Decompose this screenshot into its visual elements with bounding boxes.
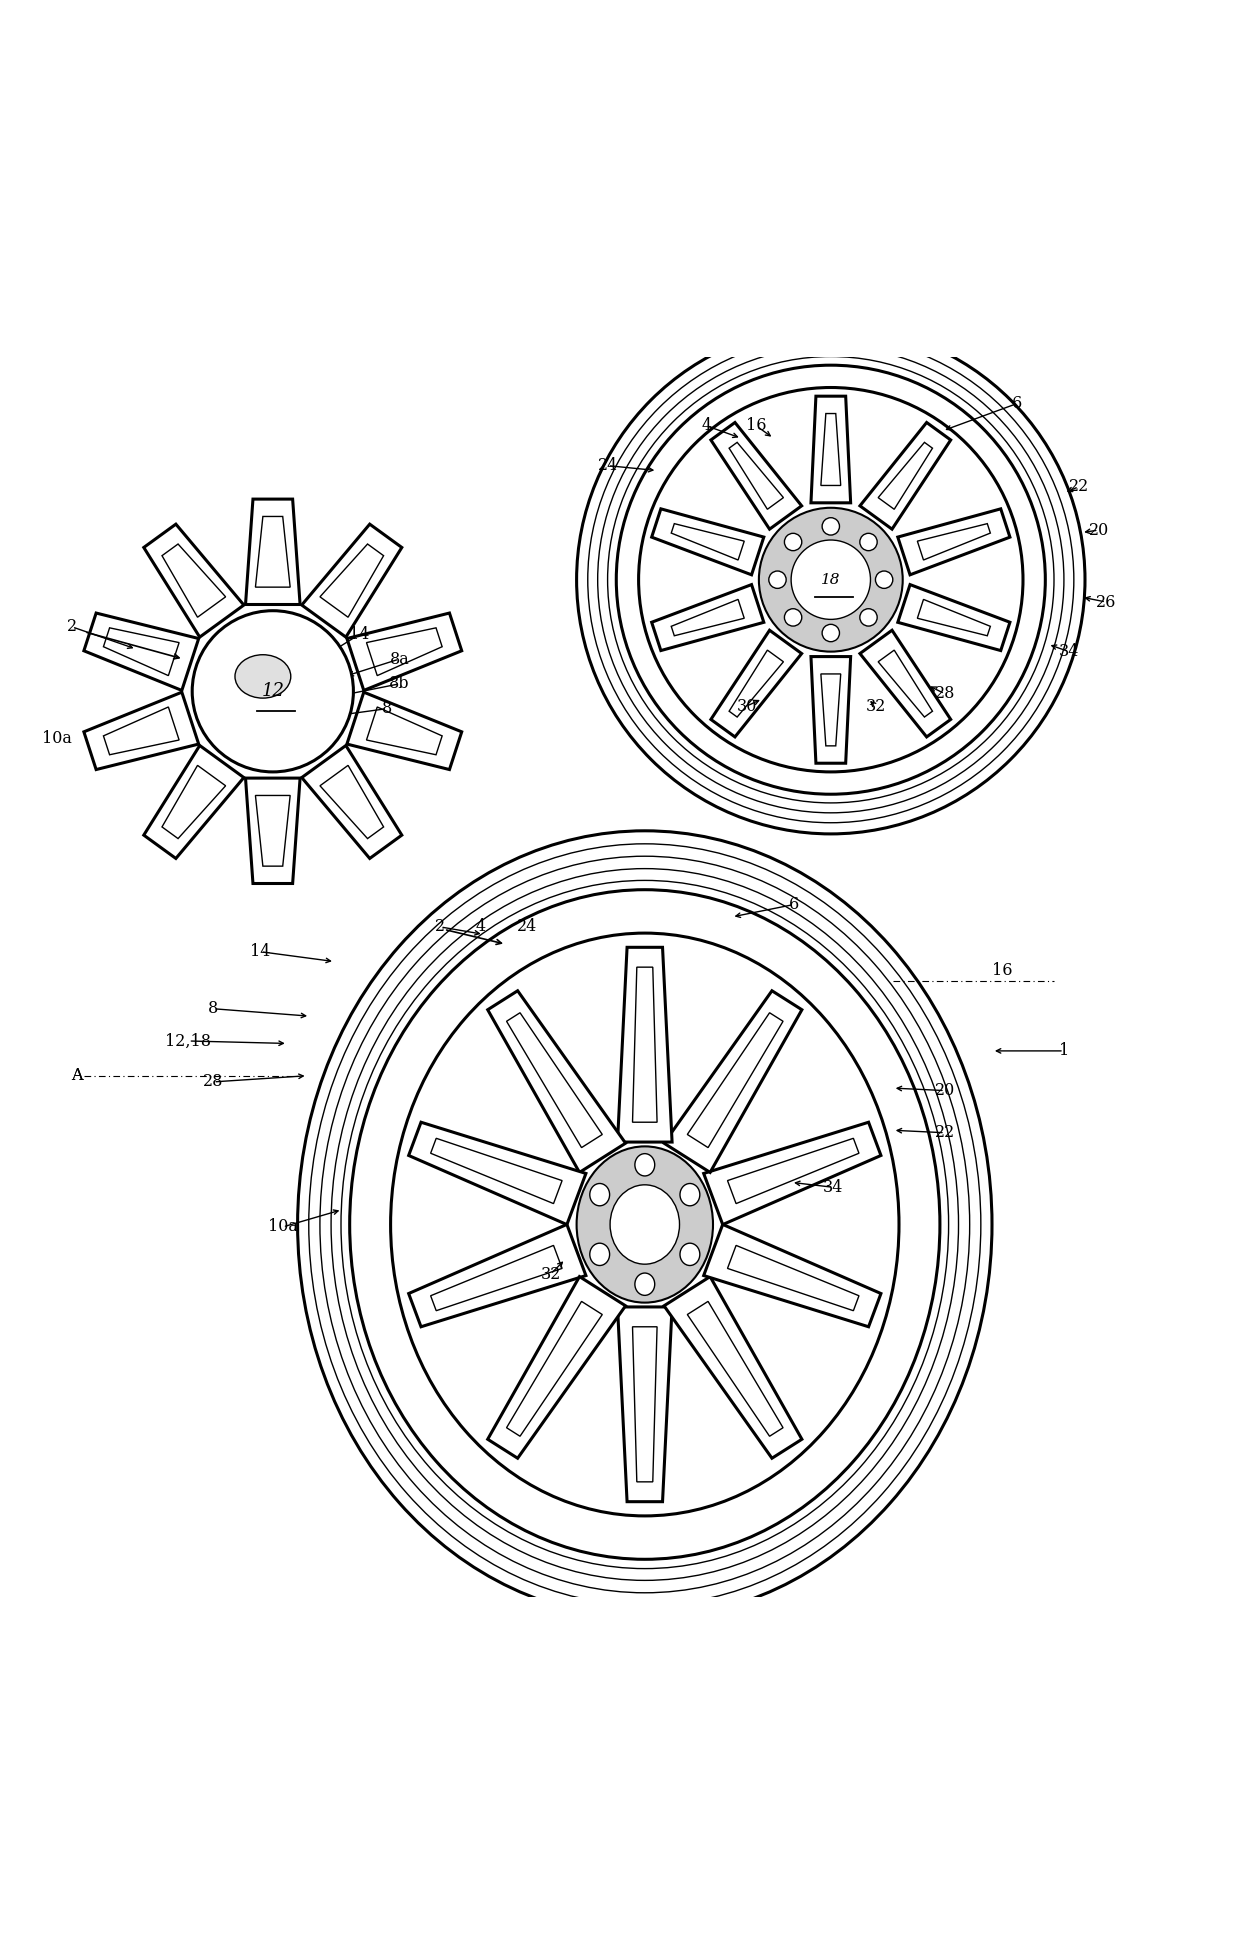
Text: 8: 8: [208, 1000, 218, 1018]
Polygon shape: [84, 691, 198, 769]
Circle shape: [822, 625, 839, 643]
Text: 2: 2: [67, 619, 77, 635]
Text: 14: 14: [350, 625, 370, 643]
Polygon shape: [703, 1225, 880, 1326]
Polygon shape: [652, 584, 764, 650]
Text: 12,18: 12,18: [165, 1033, 212, 1049]
Text: 16: 16: [746, 418, 766, 434]
Polygon shape: [347, 613, 461, 691]
Polygon shape: [618, 947, 672, 1143]
Polygon shape: [409, 1225, 587, 1326]
Polygon shape: [618, 1307, 672, 1502]
Text: 4: 4: [702, 418, 712, 434]
Text: 16: 16: [992, 961, 1012, 978]
Polygon shape: [487, 1277, 625, 1459]
Polygon shape: [652, 510, 764, 574]
Text: 32: 32: [541, 1266, 560, 1283]
Text: 22: 22: [935, 1125, 955, 1141]
Polygon shape: [301, 523, 402, 637]
Text: 6: 6: [789, 896, 799, 914]
Circle shape: [822, 518, 839, 535]
Polygon shape: [711, 631, 802, 736]
Text: 26: 26: [1096, 594, 1116, 611]
Text: 34: 34: [823, 1180, 843, 1195]
Polygon shape: [703, 1123, 880, 1225]
Text: 26: 26: [630, 1254, 650, 1269]
Text: 2: 2: [435, 918, 445, 935]
Text: 1: 1: [1059, 1043, 1069, 1059]
Polygon shape: [859, 422, 951, 529]
Text: 8: 8: [382, 701, 392, 717]
Text: 14: 14: [250, 943, 270, 961]
Text: 28: 28: [935, 686, 955, 703]
Polygon shape: [898, 510, 1009, 574]
Ellipse shape: [680, 1244, 699, 1266]
Ellipse shape: [635, 1273, 655, 1295]
Text: 24: 24: [517, 918, 537, 935]
Polygon shape: [665, 990, 802, 1172]
Text: 4: 4: [476, 918, 486, 935]
Text: A: A: [71, 1066, 83, 1084]
Polygon shape: [487, 990, 625, 1172]
Text: 30: 30: [737, 697, 756, 715]
Text: 12: 12: [262, 682, 284, 701]
Text: 24: 24: [598, 457, 618, 475]
Circle shape: [785, 533, 802, 551]
Text: 10a: 10a: [268, 1219, 298, 1236]
Ellipse shape: [236, 654, 290, 697]
Polygon shape: [144, 746, 244, 859]
Text: 20: 20: [935, 1082, 955, 1100]
Polygon shape: [347, 691, 461, 769]
Ellipse shape: [577, 1146, 713, 1303]
Polygon shape: [301, 746, 402, 859]
Text: 28: 28: [203, 1074, 223, 1090]
Polygon shape: [246, 500, 300, 605]
Circle shape: [859, 609, 877, 627]
Polygon shape: [84, 613, 198, 691]
Circle shape: [785, 609, 802, 627]
Circle shape: [759, 508, 903, 652]
Polygon shape: [859, 631, 951, 736]
Text: 22: 22: [1069, 478, 1089, 496]
Polygon shape: [665, 1277, 802, 1459]
Text: 8a: 8a: [389, 650, 409, 668]
Polygon shape: [898, 584, 1009, 650]
Circle shape: [769, 570, 786, 588]
Text: 18: 18: [821, 572, 841, 586]
Text: 12: 12: [263, 684, 283, 699]
Text: 6: 6: [1012, 395, 1022, 412]
Polygon shape: [711, 422, 802, 529]
Polygon shape: [246, 777, 300, 883]
Polygon shape: [811, 656, 851, 764]
Ellipse shape: [635, 1154, 655, 1176]
Text: 34: 34: [1059, 643, 1079, 660]
Ellipse shape: [590, 1184, 610, 1205]
Ellipse shape: [680, 1184, 699, 1205]
Text: 32: 32: [866, 697, 885, 715]
Circle shape: [875, 570, 893, 588]
Ellipse shape: [590, 1244, 610, 1266]
Circle shape: [791, 541, 870, 619]
Circle shape: [639, 387, 1023, 771]
Polygon shape: [811, 396, 851, 502]
Polygon shape: [409, 1123, 587, 1225]
Text: A: A: [71, 1066, 83, 1084]
Circle shape: [859, 533, 877, 551]
Text: 20: 20: [1089, 521, 1109, 539]
Text: 8b: 8b: [389, 676, 409, 693]
Polygon shape: [144, 523, 244, 637]
Text: 10a: 10a: [42, 730, 72, 746]
Ellipse shape: [391, 934, 899, 1516]
Circle shape: [192, 611, 353, 771]
Ellipse shape: [610, 1185, 680, 1264]
